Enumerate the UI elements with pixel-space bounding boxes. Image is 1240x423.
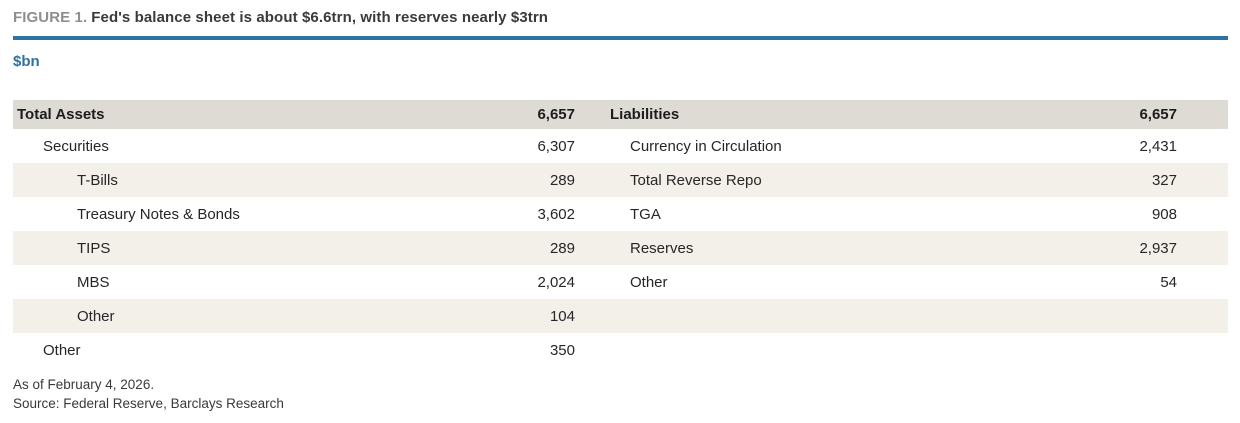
liability-value: 327 [975, 163, 1228, 197]
figure-number-label: FIGURE 1. [13, 9, 88, 26]
asset-value: 350 [549, 341, 575, 359]
liability-value: 908 [1151, 205, 1177, 223]
table-header-row: Total Assets 6,657 Liabilities 6,657 [13, 100, 1228, 129]
balance-sheet-table: Total Assets 6,657 Liabilities 6,657 Sec… [13, 100, 1228, 367]
asset-label: MBS [77, 273, 110, 291]
figure-title-text: Fed's balance sheet is about $6.6trn, wi… [91, 9, 549, 26]
liability-label [575, 333, 975, 367]
liability-label: TGA [630, 205, 661, 223]
footnotes: As of February 4, 2026. Source: Federal … [13, 375, 1228, 413]
table-row: Other 104 [13, 299, 1228, 333]
asset-label: TIPS [13, 231, 463, 265]
liability-label: Currency in Circulation [630, 137, 782, 155]
asset-value: 289 [463, 163, 575, 197]
table-row: MBS 2,024 Other 54 [13, 265, 1228, 299]
total-assets-header: Total Assets [13, 100, 463, 129]
asset-label: T-Bills [13, 163, 463, 197]
accent-divider [13, 36, 1228, 40]
table-row: T-Bills 289 Total Reverse Repo 327 [13, 163, 1228, 197]
asset-value: 289 [463, 231, 575, 265]
table-row: Other 350 [13, 333, 1228, 367]
liability-value: 54 [1160, 273, 1177, 291]
table-row: TIPS 289 Reserves 2,937 [13, 231, 1228, 265]
asset-label: Treasury Notes & Bonds [77, 205, 240, 223]
liability-label: Reserves [575, 231, 975, 265]
liability-value [975, 333, 1228, 367]
asset-value: 104 [463, 299, 575, 333]
asset-label: Other [13, 299, 463, 333]
figure-container: FIGURE 1. Fed's balance sheet is about $6… [13, 9, 1228, 413]
asset-value: 3,602 [537, 205, 575, 223]
asset-label: Securities [43, 137, 109, 155]
liability-value: 2,431 [1139, 137, 1177, 155]
figure-title: FIGURE 1. Fed's balance sheet is about $6… [13, 9, 1228, 27]
as-of-note: As of February 4, 2026. [13, 377, 155, 392]
asset-value: 2,024 [537, 273, 575, 291]
liabilities-header: Liabilities [575, 100, 975, 129]
asset-value: 6,307 [537, 137, 575, 155]
liability-label: Other [630, 273, 668, 291]
asset-label: Other [43, 341, 81, 359]
liability-label: Total Reverse Repo [575, 163, 975, 197]
units-label: $bn [13, 53, 40, 70]
liability-label [575, 299, 975, 333]
source-note: Source: Federal Reserve, Barclays Resear… [13, 396, 284, 411]
liability-value [975, 299, 1228, 333]
liabilities-value: 6,657 [975, 100, 1228, 129]
table-row: Securities 6,307 Currency in Circulation… [13, 129, 1228, 163]
total-assets-value: 6,657 [463, 100, 575, 129]
table-row: Treasury Notes & Bonds 3,602 TGA 908 [13, 197, 1228, 231]
liability-value: 2,937 [975, 231, 1228, 265]
